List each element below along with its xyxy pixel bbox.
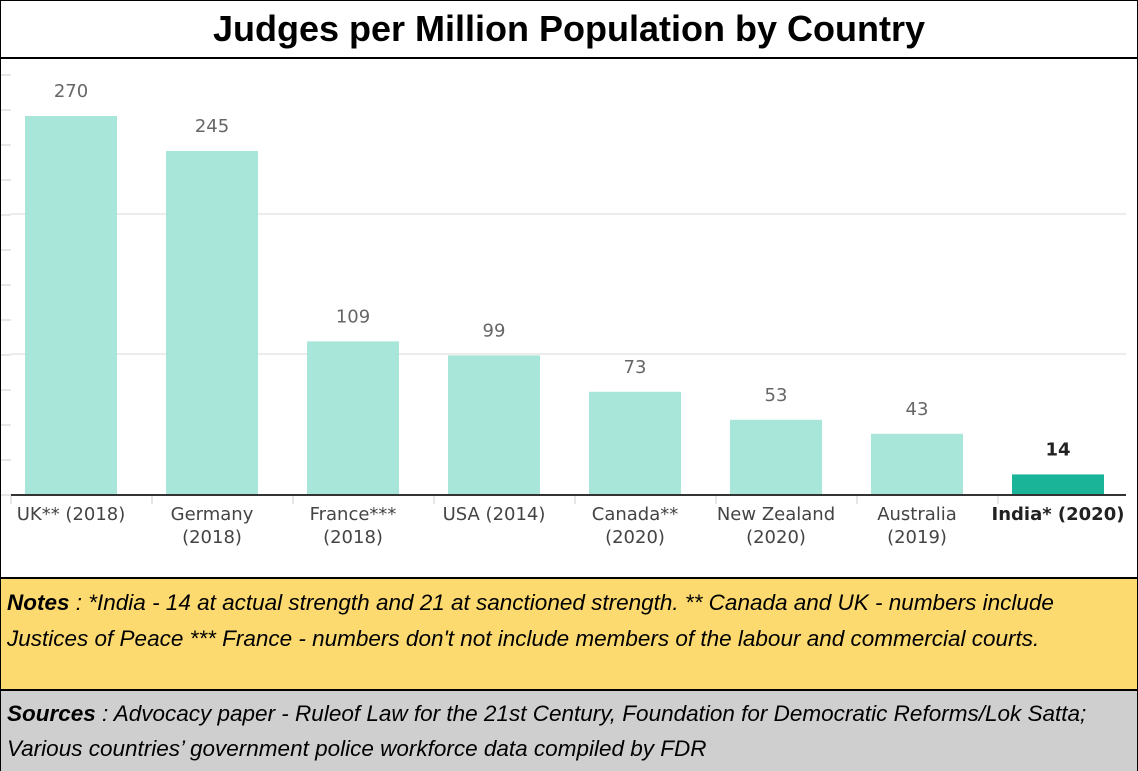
value-label-2: 109	[336, 306, 370, 327]
category-label-4-0: Canada**	[592, 504, 679, 525]
category-label-6-0: Australia	[877, 504, 957, 525]
bar-1	[166, 151, 258, 494]
category-label-5-1: (2020)	[746, 527, 806, 548]
category-label-4-1: (2020)	[605, 527, 665, 548]
sources-panel: Sources : Advocacy paper - Ruleof Law fo…	[1, 691, 1137, 771]
chart-title: Judges per Million Population by Country	[212, 8, 926, 49]
bar-7	[1012, 474, 1104, 494]
category-label-1-0: Germany	[171, 504, 254, 525]
bar-2	[307, 341, 399, 494]
notes-text: : *India - 14 at actual strength and 21 …	[7, 590, 1054, 651]
category-label-2-0: France***	[310, 504, 397, 525]
title-bar: Judges per Million Population by Country	[1, 1, 1137, 59]
category-label-0-0: UK** (2018)	[17, 504, 126, 525]
value-label-5: 53	[765, 385, 788, 406]
sources-text: : Advocacy paper - Ruleof Law for the 21…	[7, 701, 1087, 761]
bar-5	[730, 419, 822, 494]
bar-4	[589, 391, 681, 494]
bar-3	[448, 355, 540, 494]
value-label-3: 99	[483, 320, 506, 341]
value-label-1: 245	[195, 116, 229, 137]
value-label-7: 14	[1045, 439, 1070, 460]
category-label-3-0: USA (2014)	[443, 504, 546, 525]
value-label-4: 73	[624, 357, 647, 378]
notes-panel: Notes : *India - 14 at actual strength a…	[1, 577, 1137, 691]
sources-label: Sources	[7, 701, 96, 726]
category-label-7-0: India* (2020)	[992, 504, 1125, 525]
category-label-5-0: New Zealand	[717, 504, 835, 525]
value-label-0: 270	[54, 81, 88, 102]
category-label-1-1: (2018)	[182, 527, 242, 548]
category-label-6-1: (2019)	[887, 527, 947, 548]
notes-label: Notes	[7, 590, 70, 615]
bar-6	[871, 433, 963, 494]
bar-0	[25, 116, 117, 494]
value-label-6: 43	[906, 399, 929, 420]
category-label-2-1: (2018)	[323, 527, 383, 548]
